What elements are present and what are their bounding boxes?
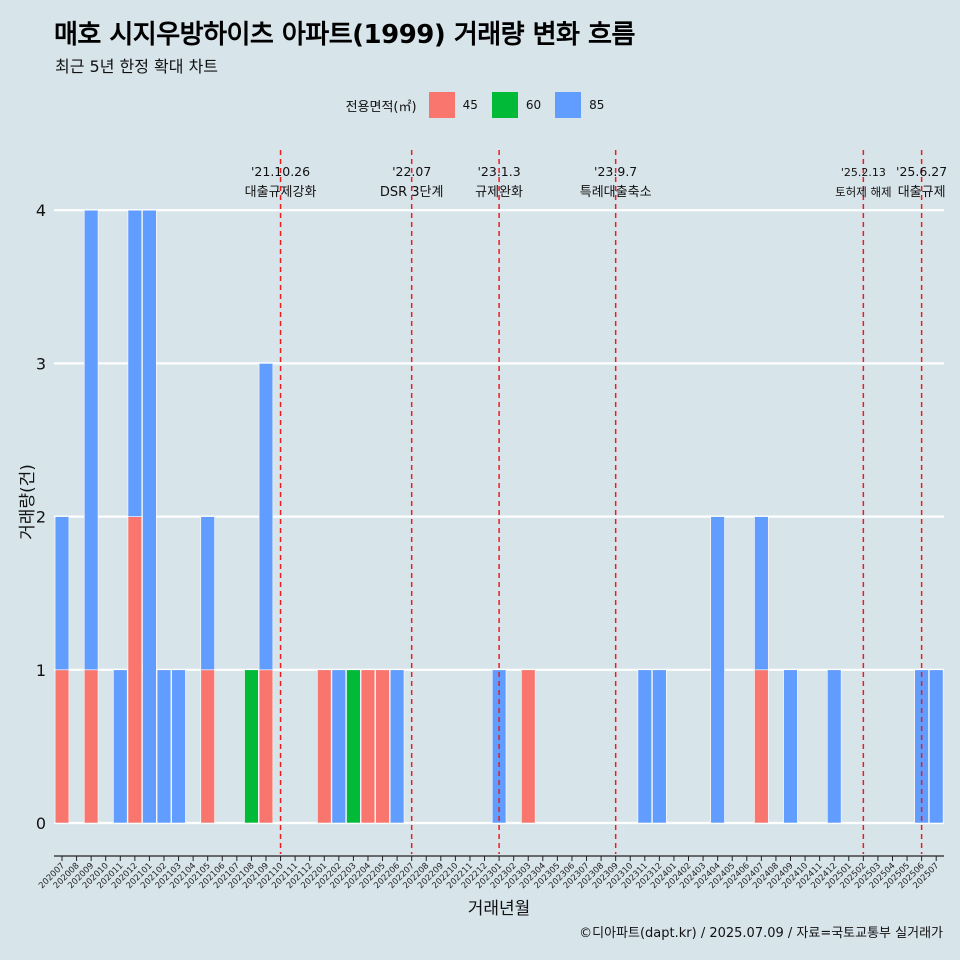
y-tick-label: 3 xyxy=(36,354,46,373)
legend-label-85: 85 xyxy=(589,98,605,112)
bar-85-202102 xyxy=(156,669,172,824)
bar-85-202412 xyxy=(827,669,842,824)
bar-45-202407 xyxy=(754,669,769,824)
legend-item-45: 45 xyxy=(428,92,484,118)
annotation-event-label: 대출규제 xyxy=(898,185,946,200)
legend-swatch-60 xyxy=(491,92,518,118)
y-axis-title: 거래량(건) xyxy=(18,464,38,540)
bar-45-202303 xyxy=(521,669,536,824)
legend-label-45: 45 xyxy=(462,98,478,112)
bar-85-202009 xyxy=(83,209,99,671)
bar-60-202203 xyxy=(346,669,361,824)
bar-85-202312 xyxy=(652,669,667,824)
legend: 전용면적(㎡) 45 60 85 xyxy=(0,92,960,118)
bar-85-202404 xyxy=(710,516,725,824)
annotation-event-label: 특례대출축소 xyxy=(580,185,652,200)
bar-85-202407 xyxy=(754,516,769,671)
legend-label-60: 60 xyxy=(525,98,542,112)
legend-swatch-85 xyxy=(555,92,582,118)
annotation-date-label: '25.2.13 xyxy=(841,166,886,179)
bar-85-202105 xyxy=(200,516,215,671)
bar-85-202103 xyxy=(171,669,186,824)
bar-85-202011 xyxy=(113,669,128,824)
legend-item-60: 60 xyxy=(491,92,547,118)
bar-45-202109 xyxy=(258,669,274,824)
annotation-event-label: 토허제 해제 xyxy=(835,185,892,199)
legend-title: 전용면적(㎡) xyxy=(345,99,417,115)
annotation-date-label: '23.1.3 xyxy=(477,164,520,179)
bar-60-202108 xyxy=(244,669,259,824)
bar-85-202311 xyxy=(637,669,653,824)
bar-45-202201 xyxy=(317,669,332,824)
bar-85-202012 xyxy=(127,209,143,517)
y-tick-label: 4 xyxy=(36,201,46,220)
y-tick-label: 1 xyxy=(36,661,46,680)
bar-45-202204 xyxy=(360,669,376,824)
annotation-date-label: '23.9.7 xyxy=(594,164,637,179)
bar-85-202202 xyxy=(331,669,347,824)
annotation-event-label: DSR 3단계 xyxy=(380,185,444,200)
chart-title: 매호 시지우방하이츠 아파트(1999) 거래량 변화 흐름 xyxy=(54,20,635,50)
bar-85-202409 xyxy=(783,669,798,824)
bar-45-202205 xyxy=(375,669,390,824)
y-tick-label: 0 xyxy=(36,814,46,833)
bar-45-202105 xyxy=(200,669,215,824)
annotation-date-label: '25.6.27 xyxy=(896,164,947,179)
bar-45-202007 xyxy=(54,669,70,824)
chart-subtitle: 최근 5년 한정 확대 차트 xyxy=(55,57,219,76)
x-axis-title: 거래년월 xyxy=(468,899,531,919)
bar-85-202007 xyxy=(54,516,70,671)
legend-item-85: 85 xyxy=(555,92,610,118)
annotation-date-label: '22.07 xyxy=(392,164,431,179)
annotation-event-label: 규제완화 xyxy=(475,185,523,200)
bar-85-202206 xyxy=(389,669,405,824)
annotation-date-label: '21.10.26 xyxy=(251,164,310,179)
bar-85-202507 xyxy=(928,669,944,824)
y-tick-label: 2 xyxy=(36,508,46,527)
bar-45-202009 xyxy=(83,669,99,824)
bar-85-202101 xyxy=(142,209,157,824)
bar-85-202109 xyxy=(258,363,274,671)
annotation-event-label: 대출규제강화 xyxy=(245,185,317,200)
legend-swatch-45 xyxy=(428,92,455,118)
bar-45-202012 xyxy=(127,516,143,824)
caption: ©디아파트(dapt.kr) / 2025.07.09 / 자료=국토교통부 실… xyxy=(579,926,943,941)
